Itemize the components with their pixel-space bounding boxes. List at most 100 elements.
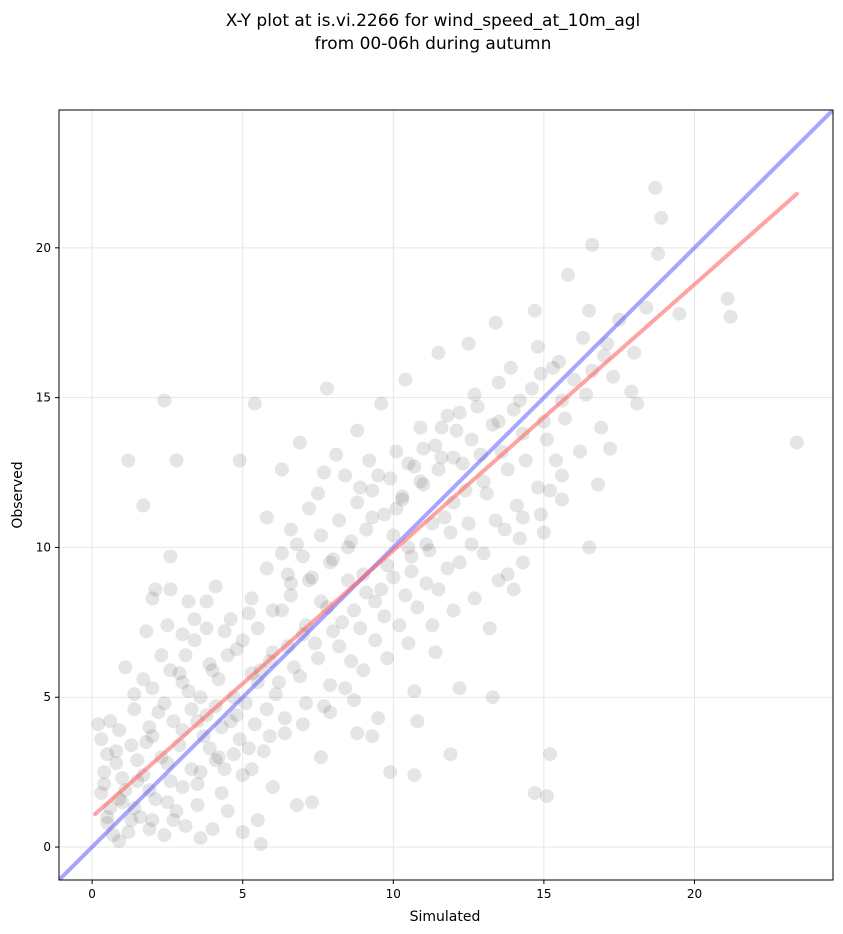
data-point <box>235 825 250 840</box>
data-point <box>148 582 163 597</box>
data-point <box>193 690 208 705</box>
data-point <box>512 393 527 408</box>
data-point <box>127 702 142 717</box>
data-point <box>365 510 380 525</box>
data-point <box>467 591 482 606</box>
data-point <box>235 768 250 783</box>
data-point <box>630 396 645 411</box>
data-point <box>247 717 262 732</box>
data-point <box>332 513 347 528</box>
data-point <box>223 612 238 627</box>
data-point <box>542 747 557 762</box>
data-point <box>377 507 392 522</box>
data-point <box>283 522 298 537</box>
data-point <box>136 498 151 513</box>
data-point <box>407 684 422 699</box>
data-point <box>317 465 331 480</box>
data-point <box>440 408 455 423</box>
data-point <box>545 360 560 375</box>
data-point <box>142 822 157 837</box>
data-point <box>542 483 557 498</box>
data-point <box>292 435 307 450</box>
data-point <box>386 570 401 585</box>
data-point <box>205 822 220 837</box>
plot-frame <box>58 109 834 881</box>
data-point <box>356 663 371 678</box>
data-point <box>148 792 163 807</box>
data-point <box>401 540 416 555</box>
data-point <box>226 747 241 762</box>
x-tick-label: 15 <box>536 887 551 901</box>
data-point <box>172 666 187 681</box>
regression-fit-line <box>93 191 799 817</box>
data-point <box>295 549 310 564</box>
data-point <box>452 405 467 420</box>
data-point <box>723 309 738 324</box>
data-point <box>175 780 190 795</box>
data-point <box>488 513 503 528</box>
data-point <box>157 828 172 843</box>
data-point <box>434 420 449 435</box>
data-point <box>428 645 443 660</box>
data-point <box>247 396 262 411</box>
data-point <box>374 396 389 411</box>
data-point <box>491 573 506 588</box>
data-point <box>491 375 506 390</box>
data-point <box>208 579 223 594</box>
data-point <box>268 687 283 702</box>
data-point <box>259 702 274 717</box>
data-point <box>530 339 545 354</box>
gridlines <box>59 110 833 880</box>
data-point <box>157 393 172 408</box>
data-point <box>299 696 313 711</box>
data-point <box>211 750 226 765</box>
data-point <box>341 573 356 588</box>
data-point <box>579 387 593 402</box>
data-point <box>359 522 374 537</box>
data-point <box>91 717 106 732</box>
data-point <box>286 660 301 675</box>
data-point <box>344 654 359 669</box>
chart-title-line-1: X-Y plot at is.vi.2266 for wind_speed_at… <box>226 11 641 31</box>
data-point <box>603 441 618 456</box>
data-point <box>178 819 193 834</box>
data-point <box>350 726 365 741</box>
data-point <box>488 315 503 330</box>
data-point <box>401 636 416 651</box>
data-point <box>371 468 386 483</box>
data-point <box>428 438 443 453</box>
data-point <box>392 618 407 633</box>
data-point <box>154 648 169 663</box>
data-point <box>163 549 178 564</box>
data-point <box>585 237 600 252</box>
data-point <box>253 837 268 851</box>
data-point <box>386 528 401 543</box>
data-point <box>509 498 524 513</box>
data-point <box>389 501 404 516</box>
data-point <box>344 534 359 549</box>
y-tick-label: 5 <box>43 690 51 704</box>
data-point <box>506 402 521 417</box>
data-point <box>389 444 404 459</box>
x-tick-label: 20 <box>687 887 702 901</box>
data-point <box>308 636 322 651</box>
data-point <box>311 651 325 666</box>
data-point <box>124 813 139 828</box>
data-point <box>573 444 587 459</box>
data-point <box>440 561 455 576</box>
data-point <box>295 627 310 642</box>
data-point <box>115 771 130 786</box>
data-point <box>259 561 274 576</box>
data-point <box>121 453 136 468</box>
data-point <box>190 798 205 813</box>
data-point <box>193 831 208 846</box>
data-point <box>591 477 606 492</box>
data-point <box>359 585 374 600</box>
data-point <box>449 423 464 438</box>
data-point <box>624 384 639 399</box>
data-point <box>338 681 353 696</box>
data-point <box>277 726 292 741</box>
data-point <box>274 462 289 477</box>
data-point <box>383 765 398 780</box>
data-point <box>214 786 229 801</box>
